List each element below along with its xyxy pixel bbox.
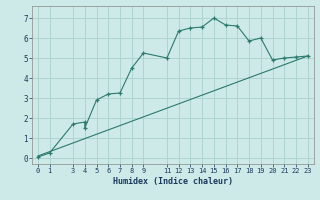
X-axis label: Humidex (Indice chaleur): Humidex (Indice chaleur) [113, 177, 233, 186]
